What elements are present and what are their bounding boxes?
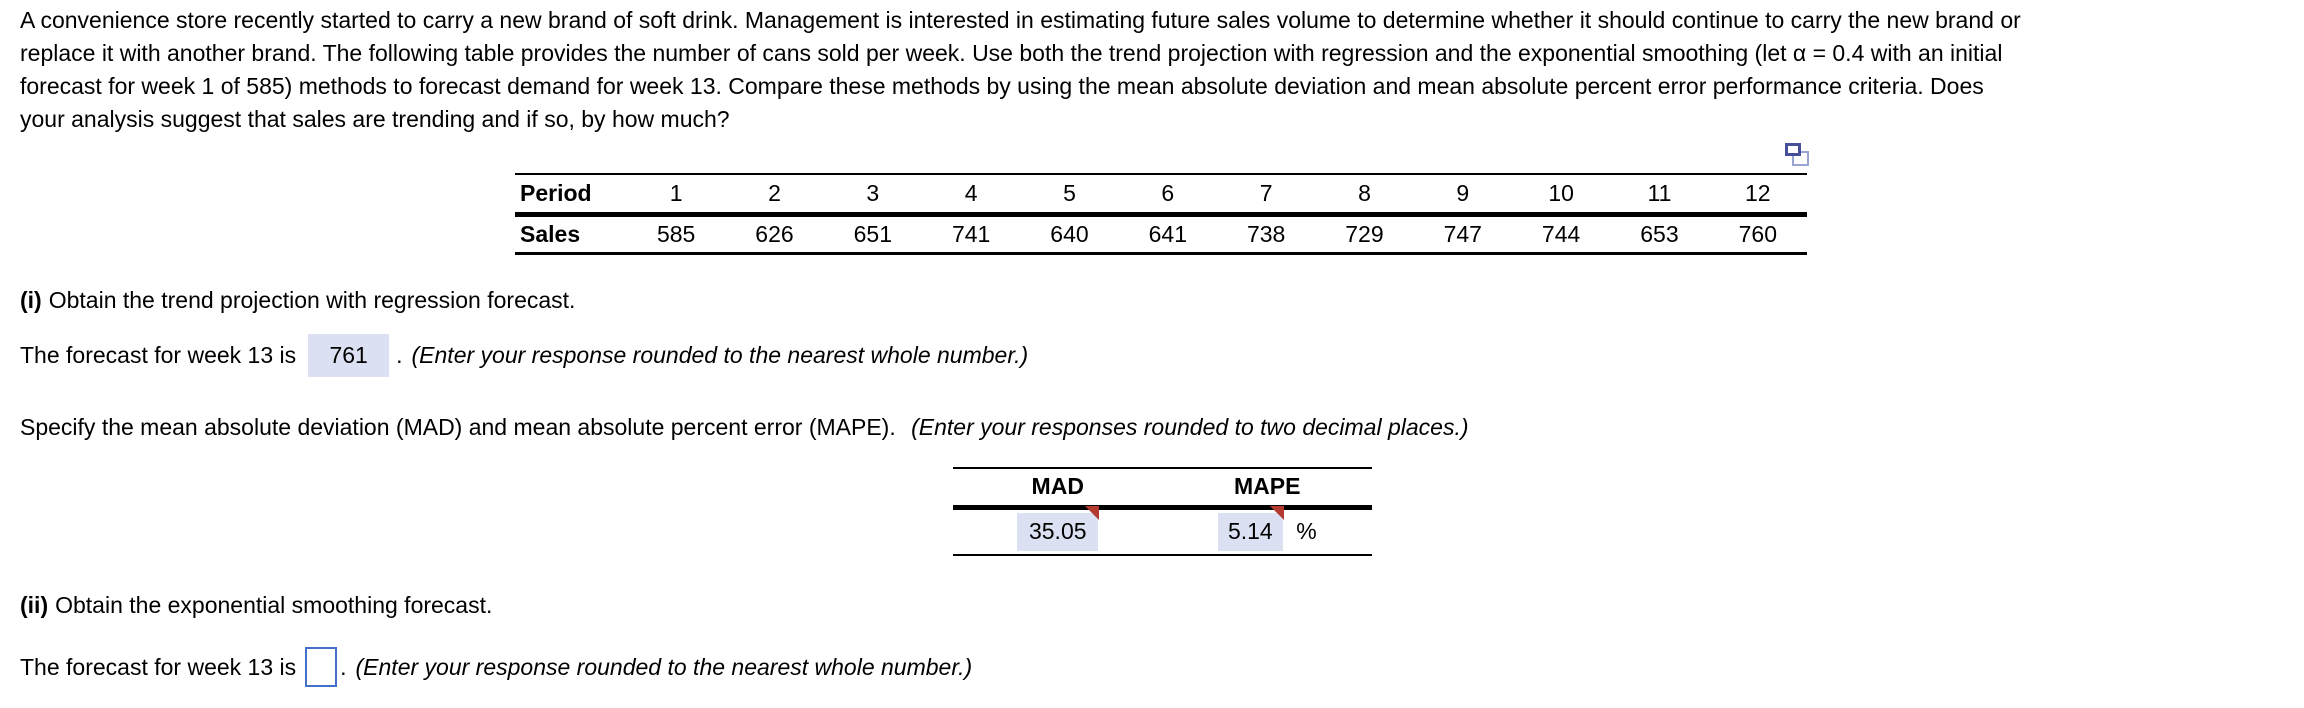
popup-table-icon[interactable]	[1785, 143, 1809, 167]
period-cell: 2	[725, 173, 824, 217]
period-cell: 12	[1708, 173, 1807, 217]
results-value-row: 35.05 5.14 %	[953, 505, 1372, 556]
part-ii-title: Obtain the exponential smoothing forecas…	[55, 592, 493, 618]
period-cell: 7	[1216, 173, 1316, 217]
mad-header-cell: MAD	[953, 467, 1163, 510]
mad-answer-field[interactable]: 35.05	[1017, 505, 1100, 551]
response-instruction: (Enter your response rounded to the near…	[411, 341, 1029, 368]
part-i-label: (i)	[20, 287, 42, 313]
sales-cell: 653	[1610, 214, 1709, 255]
question-line: replace it with another brand. The follo…	[20, 40, 2003, 66]
mape-header-cell: MAPE	[1162, 467, 1372, 510]
results-section: MAD MAPE 35.05 5.14 %	[953, 467, 1372, 556]
period-cell: 8	[1315, 173, 1414, 217]
period-cell: 10	[1511, 173, 1611, 217]
mape-cell: 5.14 %	[1162, 505, 1372, 556]
popup-icon-front-window	[1785, 143, 1801, 156]
period-cell: 9	[1413, 173, 1512, 217]
period-row: Period 1 2 3 4 5 6 7 8 9 10 11 12	[515, 173, 1807, 217]
sales-cell: 738	[1216, 214, 1316, 255]
mad-cell: 35.05	[953, 505, 1163, 556]
sales-cell: 651	[823, 214, 922, 255]
period-cell: 11	[1610, 173, 1709, 217]
sales-cell: 744	[1511, 214, 1611, 255]
response-instruction: (Enter your response rounded to the near…	[355, 653, 973, 680]
part-i-heading: (i) Obtain the trend projection with regr…	[20, 287, 575, 314]
sales-data-section: Period 1 2 3 4 5 6 7 8 9 10 11 12 Sales …	[515, 143, 1809, 255]
question-line: your analysis suggest that sales are tre…	[20, 106, 730, 132]
period-cell: 6	[1118, 173, 1217, 217]
sentence-period: .	[396, 341, 403, 368]
results-header-row: MAD MAPE	[953, 467, 1372, 510]
forecast-prefix: The forecast for week 13 is	[20, 341, 297, 368]
mad-mape-instruction: (Enter your responses rounded to two dec…	[911, 414, 1469, 440]
forecast-prefix: The forecast for week 13 is	[20, 653, 297, 680]
question-line: A convenience store recently started to …	[20, 7, 2021, 33]
sentence-period: .	[340, 653, 347, 680]
sales-cell: 747	[1413, 214, 1512, 255]
part-ii-heading: (ii) Obtain the exponential smoothing for…	[20, 592, 492, 619]
period-cell: 1	[627, 173, 726, 217]
part-i-title: Obtain the trend projection with regress…	[48, 287, 576, 313]
sales-cell: 641	[1118, 214, 1217, 255]
sales-cell: 760	[1708, 214, 1807, 255]
sales-row-header: Sales	[515, 214, 627, 255]
mape-value: 5.14	[1227, 518, 1273, 545]
trend-forecast-sentence: The forecast for week 13 is 761 . (Enter…	[20, 332, 1028, 378]
period-cell: 4	[921, 173, 1021, 217]
answered-flag-icon	[1085, 505, 1100, 520]
sales-cell: 729	[1315, 214, 1414, 255]
period-cell: 3	[823, 173, 922, 217]
sales-cell: 640	[1020, 214, 1119, 255]
sales-cell: 585	[627, 214, 726, 255]
smoothing-forecast-sentence: The forecast for week 13 is . (Enter you…	[20, 645, 972, 689]
answered-flag-icon	[1269, 505, 1284, 520]
period-row-header: Period	[515, 173, 627, 217]
mad-mape-prompt-text: Specify the mean absolute deviation (MAD…	[20, 414, 896, 440]
question-line: forecast for week 1 of 585) methods to f…	[20, 73, 1984, 99]
part-ii-label: (ii)	[20, 592, 49, 618]
mape-answer-field[interactable]: 5.14	[1217, 505, 1284, 551]
smoothing-forecast-input[interactable]	[305, 647, 338, 687]
mad-value: 35.05	[1028, 518, 1087, 545]
mad-mape-prompt: Specify the mean absolute deviation (MAD…	[20, 414, 1469, 441]
question-text: A convenience store recently started to …	[20, 4, 2021, 136]
sales-cell: 626	[725, 214, 824, 255]
period-cell: 5	[1020, 173, 1119, 217]
sales-cell: 741	[921, 214, 1021, 255]
sales-data-table: Period 1 2 3 4 5 6 7 8 9 10 11 12 Sales …	[515, 173, 1807, 255]
trend-forecast-answer-field[interactable]: 761	[308, 333, 390, 377]
sales-row: Sales 585 626 651 741 640 641 738 729 74…	[515, 214, 1807, 255]
mad-mape-table: MAD MAPE 35.05 5.14 %	[953, 467, 1372, 556]
percent-sign: %	[1296, 518, 1317, 545]
